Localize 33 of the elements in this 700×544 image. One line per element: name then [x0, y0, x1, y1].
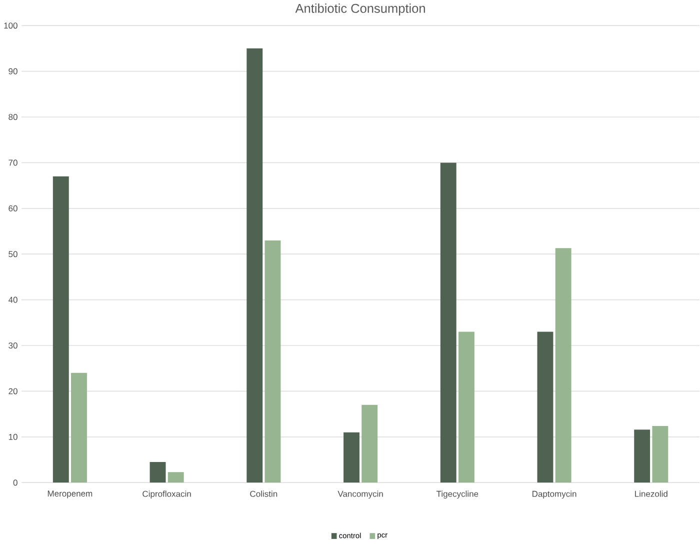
bar: [362, 404, 378, 483]
y-tick-label: 70: [8, 160, 18, 166]
bar: [458, 332, 474, 483]
bar: [52, 176, 69, 483]
y-tick-label: 30: [8, 342, 18, 348]
x-tick-label: Meropenem: [48, 490, 92, 498]
x-tick-label: Colistin: [250, 490, 278, 497]
x-tick-label: Vancomycin: [338, 490, 383, 499]
bar: [555, 248, 572, 483]
y-tick-label: 0: [13, 480, 18, 486]
bar: [246, 48, 263, 483]
y-tick-label: 50: [8, 251, 18, 258]
y-tick-label: 10: [8, 434, 18, 440]
y-tick-label: 20: [8, 388, 18, 394]
x-tick-label: Ciprofloxacin: [142, 490, 191, 499]
bar: [344, 432, 360, 483]
bar: [150, 462, 166, 483]
y-tick-label: 60: [8, 205, 18, 212]
y-tick-label: 90: [8, 68, 18, 74]
bar: [537, 332, 554, 483]
bar: [634, 430, 650, 483]
bar: [71, 372, 87, 483]
bar: [440, 162, 456, 483]
x-tick-label: Daptomycin: [532, 490, 576, 499]
bar: [168, 472, 184, 483]
y-tick-label: 40: [8, 296, 18, 303]
bar: [264, 240, 281, 483]
x-tick-label: Tigecycline: [436, 490, 478, 499]
x-tick-label: Linezolid: [635, 490, 668, 497]
y-tick-label: 80: [8, 114, 18, 120]
bar: [652, 426, 668, 483]
chart-title: Antibiotic Consumption: [295, 4, 425, 16]
y-tick-label: 100: [4, 22, 18, 29]
